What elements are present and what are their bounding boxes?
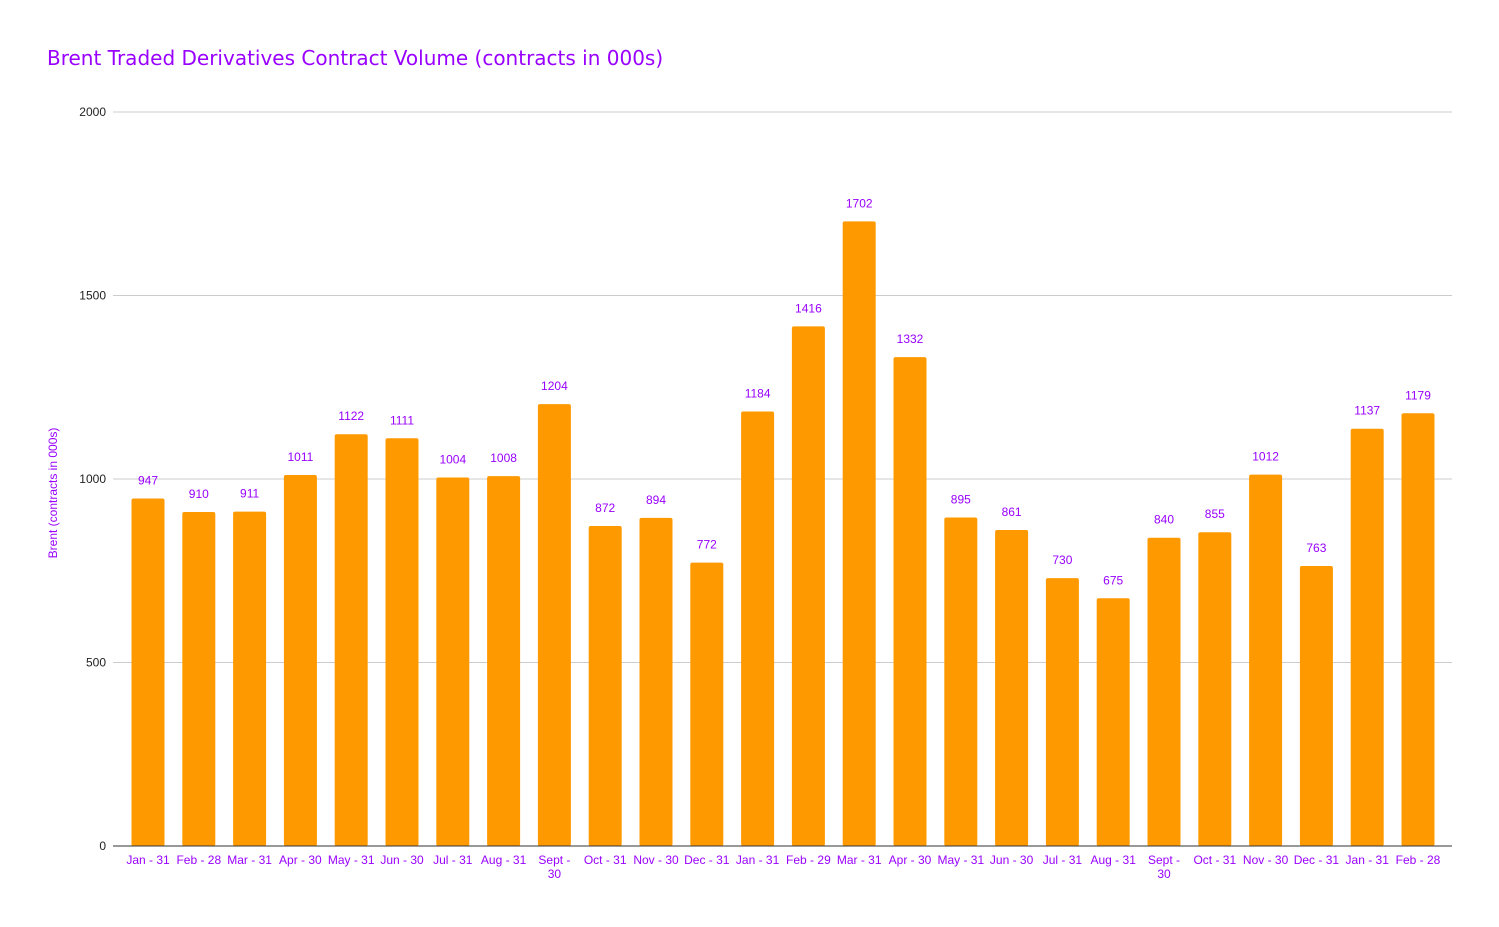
data-label: 1122: [338, 409, 364, 423]
data-label: 1004: [439, 453, 466, 467]
bar: [436, 477, 470, 846]
data-label: 947: [138, 473, 158, 487]
x-tick-label: May - 31: [937, 853, 984, 867]
bar: [842, 221, 876, 847]
x-tick-label: Jul - 31: [433, 853, 473, 867]
data-label: 1011: [287, 450, 313, 464]
bar: [639, 517, 673, 846]
x-tick-label: Jun - 30: [990, 853, 1034, 867]
x-tick-label: Dec - 31: [1294, 853, 1340, 867]
bars: [131, 221, 1435, 847]
bar: [1096, 598, 1130, 846]
bar: [1249, 474, 1283, 846]
x-tick-label: Nov - 30: [633, 853, 679, 867]
data-label: 763: [1306, 541, 1326, 555]
data-label: 1179: [1405, 388, 1431, 402]
x-tick-label: Feb - 28: [176, 853, 221, 867]
x-tick-label: Aug - 31: [481, 853, 527, 867]
x-tick-label: Apr - 30: [279, 853, 322, 867]
y-axis-ticks: 0 500 1000 1500 2000: [79, 105, 106, 853]
data-label: 1137: [1354, 404, 1380, 418]
y-tick-label: 0: [99, 839, 106, 853]
data-label: 910: [189, 487, 209, 501]
x-tick-label: Mar - 31: [227, 853, 272, 867]
bar: [995, 530, 1029, 846]
bar: [791, 326, 825, 846]
bar: [283, 474, 317, 846]
x-tick-label: May - 31: [328, 853, 375, 867]
bar: [487, 476, 521, 846]
data-label: 840: [1154, 513, 1174, 527]
y-tick-label: 500: [86, 656, 106, 670]
y-tick-label: 1000: [79, 472, 106, 486]
bar: [385, 438, 419, 846]
bar: [1045, 578, 1079, 846]
bar: [182, 512, 216, 846]
data-label: 1111: [390, 413, 414, 427]
x-tick-label: Jan - 31: [126, 853, 170, 867]
data-label: 1204: [541, 379, 568, 393]
x-tick-label: Oct - 31: [1193, 853, 1236, 867]
bar: [893, 357, 927, 846]
data-label: 855: [1205, 507, 1225, 521]
x-tick-label: Feb - 29: [786, 853, 831, 867]
bar: [131, 498, 165, 846]
bar: [944, 517, 978, 846]
x-tick-label: Dec - 31: [684, 853, 730, 867]
data-label: 675: [1103, 573, 1123, 587]
x-tick-label: Oct - 31: [584, 853, 627, 867]
bar: [1350, 428, 1384, 846]
bar: [537, 404, 571, 846]
x-tick-label: Sept -30: [538, 853, 570, 881]
x-tick-label: Jan - 31: [1346, 853, 1390, 867]
x-tick-label: Feb - 28: [1396, 853, 1441, 867]
x-tick-label: Aug - 31: [1091, 853, 1137, 867]
data-label: 861: [1002, 505, 1022, 519]
y-tick-label: 2000: [79, 105, 106, 119]
data-label: 1416: [795, 301, 822, 315]
data-label: 1332: [897, 332, 924, 346]
chart-title: Brent Traded Derivatives Contract Volume…: [47, 46, 664, 70]
data-label: 1702: [846, 196, 873, 210]
bar: [334, 434, 368, 846]
data-labels: 947 910 911 1011 1122 1111 1004 1008 1204 872 894 7…: [138, 196, 1431, 587]
x-tick-label: Nov - 30: [1243, 853, 1289, 867]
y-axis-label: Brent (contracts in 000s): [46, 428, 60, 559]
x-tick-label: Sept -30: [1148, 853, 1180, 881]
data-label: 895: [951, 493, 971, 507]
bar: [1147, 537, 1181, 846]
bar: [1299, 565, 1333, 846]
y-tick-label: 1500: [79, 289, 106, 303]
bar: [588, 525, 622, 846]
data-label: 872: [595, 501, 615, 515]
data-label: 1008: [490, 451, 517, 465]
data-label: 894: [646, 493, 666, 507]
x-tick-label: Jun - 30: [380, 853, 424, 867]
x-tick-label: Mar - 31: [837, 853, 882, 867]
bar: [1401, 413, 1435, 846]
data-label: 1012: [1252, 450, 1279, 464]
bar: [741, 411, 775, 846]
x-axis-ticks: Jan - 31 Feb - 28 Mar - 31 Apr - 30 May - 31…: [126, 853, 1440, 881]
x-tick-label: Jul - 31: [1043, 853, 1083, 867]
bar: [690, 562, 724, 846]
data-label: 772: [697, 538, 717, 552]
bar: [1198, 532, 1232, 846]
x-tick-label: Jan - 31: [736, 853, 780, 867]
data-label: 730: [1052, 553, 1072, 567]
data-label: 911: [240, 487, 259, 501]
bar: [233, 511, 267, 846]
data-label: 1184: [745, 386, 771, 400]
x-tick-label: Apr - 30: [889, 853, 932, 867]
